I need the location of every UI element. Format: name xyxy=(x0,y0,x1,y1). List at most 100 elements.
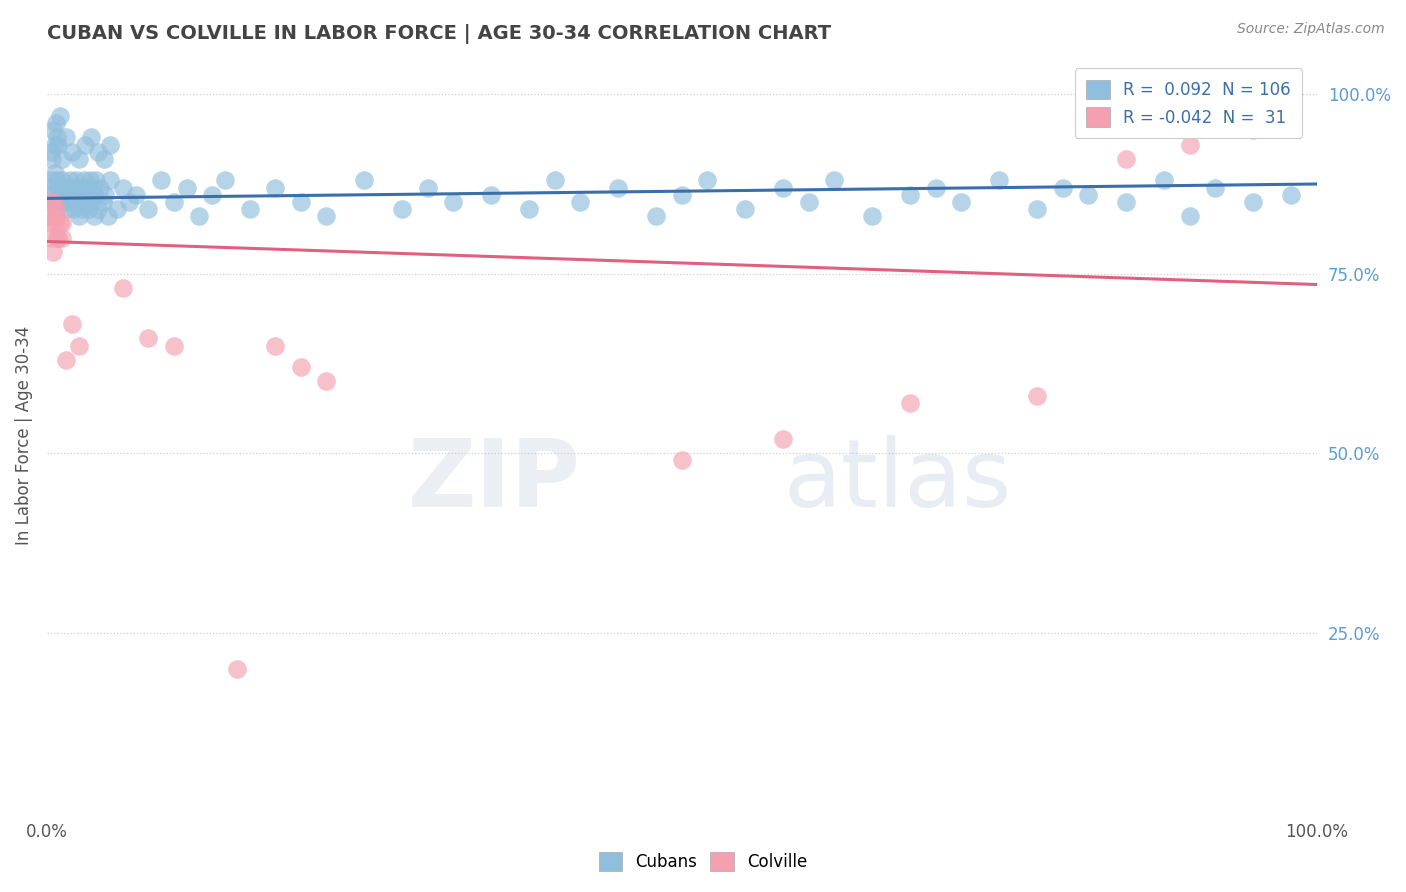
Point xyxy=(1026,202,1049,216)
Y-axis label: In Labor Force | Age 30-34: In Labor Force | Age 30-34 xyxy=(15,326,32,545)
Point xyxy=(239,202,262,216)
Point xyxy=(479,187,502,202)
Point xyxy=(671,187,693,202)
Point xyxy=(46,173,69,187)
Point xyxy=(44,217,66,231)
Point xyxy=(188,210,211,224)
Point xyxy=(46,130,69,145)
Point xyxy=(72,202,94,216)
Point xyxy=(176,180,198,194)
Point xyxy=(48,187,70,202)
Text: Source: ZipAtlas.com: Source: ZipAtlas.com xyxy=(1237,22,1385,37)
Text: ZIP: ZIP xyxy=(408,434,581,526)
Point xyxy=(125,187,148,202)
Point xyxy=(69,187,91,202)
Point xyxy=(150,173,173,187)
Point xyxy=(100,173,122,187)
Point xyxy=(55,194,77,209)
Point xyxy=(315,210,337,224)
Point xyxy=(391,202,413,216)
Point xyxy=(734,202,756,216)
Point xyxy=(83,210,105,224)
Point xyxy=(163,194,186,209)
Point xyxy=(59,173,82,187)
Point xyxy=(1178,137,1201,152)
Point xyxy=(1052,180,1074,194)
Point xyxy=(49,194,72,209)
Point xyxy=(52,187,75,202)
Point xyxy=(988,173,1011,187)
Point xyxy=(62,202,84,216)
Point xyxy=(70,180,93,194)
Point xyxy=(772,432,794,446)
Point xyxy=(441,194,464,209)
Point xyxy=(797,194,820,209)
Point xyxy=(79,173,101,187)
Point xyxy=(44,166,66,180)
Point xyxy=(1115,194,1137,209)
Point xyxy=(118,194,141,209)
Point xyxy=(42,194,65,209)
Point xyxy=(73,194,96,209)
Point xyxy=(55,130,77,145)
Point xyxy=(671,453,693,467)
Point xyxy=(60,145,83,159)
Point xyxy=(51,217,73,231)
Point xyxy=(86,173,108,187)
Point xyxy=(138,202,160,216)
Point xyxy=(353,173,375,187)
Point xyxy=(84,187,107,202)
Point xyxy=(1178,210,1201,224)
Point xyxy=(46,137,69,152)
Point xyxy=(53,180,76,194)
Text: CUBAN VS COLVILLE IN LABOR FORCE | AGE 30-34 CORRELATION CHART: CUBAN VS COLVILLE IN LABOR FORCE | AGE 3… xyxy=(46,24,831,44)
Point xyxy=(55,352,77,367)
Point xyxy=(100,137,122,152)
Legend: Cubans, Colville: Cubans, Colville xyxy=(591,843,815,880)
Point xyxy=(645,210,668,224)
Point xyxy=(86,202,108,216)
Point xyxy=(45,116,67,130)
Point xyxy=(48,217,70,231)
Point xyxy=(138,331,160,345)
Point xyxy=(51,173,73,187)
Point xyxy=(112,180,135,194)
Point xyxy=(63,180,86,194)
Point xyxy=(89,180,111,194)
Point xyxy=(80,130,103,145)
Legend: R =  0.092  N = 106, R = -0.042  N =  31: R = 0.092 N = 106, R = -0.042 N = 31 xyxy=(1074,68,1302,138)
Point xyxy=(67,338,90,352)
Point xyxy=(77,202,100,216)
Point xyxy=(38,180,60,194)
Point xyxy=(41,152,63,166)
Point xyxy=(519,202,541,216)
Point xyxy=(51,152,73,166)
Point xyxy=(900,187,922,202)
Point xyxy=(80,194,103,209)
Point xyxy=(45,202,67,216)
Point xyxy=(315,375,337,389)
Point xyxy=(93,152,115,166)
Point xyxy=(290,194,312,209)
Point xyxy=(264,338,287,352)
Point xyxy=(950,194,973,209)
Point xyxy=(696,173,718,187)
Point xyxy=(73,173,96,187)
Point xyxy=(290,360,312,375)
Point xyxy=(112,281,135,295)
Point xyxy=(1026,389,1049,403)
Point xyxy=(39,145,62,159)
Point xyxy=(264,180,287,194)
Point xyxy=(1241,123,1264,137)
Point xyxy=(42,245,65,260)
Point xyxy=(925,180,948,194)
Point xyxy=(39,173,62,187)
Point xyxy=(214,173,236,187)
Point xyxy=(60,194,83,209)
Point xyxy=(91,194,114,209)
Point xyxy=(544,173,567,187)
Point xyxy=(67,210,90,224)
Point xyxy=(226,662,249,676)
Point xyxy=(45,210,67,224)
Text: atlas: atlas xyxy=(783,434,1012,526)
